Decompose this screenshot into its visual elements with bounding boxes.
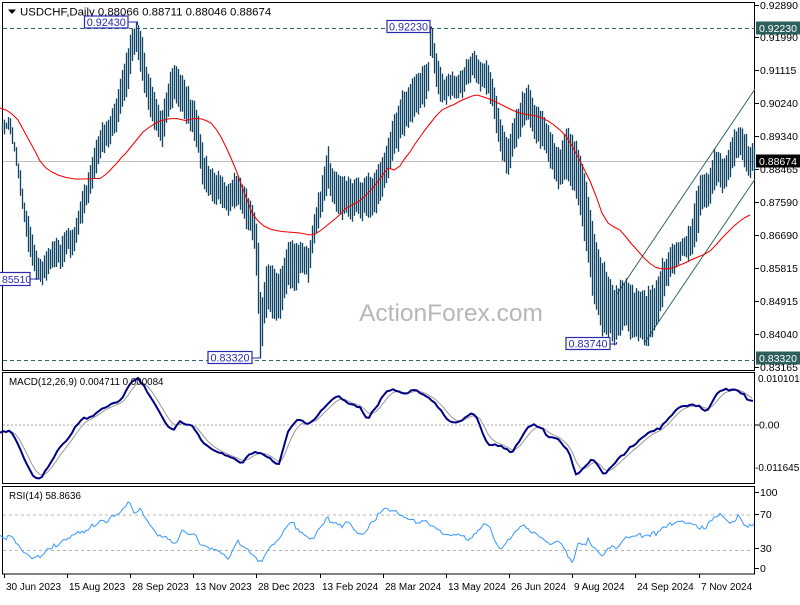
svg-text:ActionForex.com: ActionForex.com [359, 300, 543, 327]
svg-text:0.83320: 0.83320 [210, 353, 249, 365]
svg-text:RSI(14) 58.8636: RSI(14) 58.8636 [9, 491, 81, 502]
svg-text:13 Nov 2023: 13 Nov 2023 [195, 582, 252, 593]
svg-text:0.83165: 0.83165 [760, 362, 798, 374]
svg-text:9 Aug 2024: 9 Aug 2024 [574, 582, 625, 593]
svg-text:28 Dec 2023: 28 Dec 2023 [258, 582, 315, 593]
svg-text:15 Aug 2023: 15 Aug 2023 [69, 582, 126, 593]
svg-text:0.88674: 0.88674 [759, 156, 797, 168]
svg-text:13 May 2024: 13 May 2024 [448, 582, 506, 593]
svg-text:0.91115: 0.91115 [760, 65, 797, 77]
svg-text:0.83320: 0.83320 [759, 353, 797, 365]
svg-text:0.92430: 0.92430 [87, 17, 126, 29]
svg-text:30: 30 [760, 543, 772, 555]
svg-text:0.86690: 0.86690 [760, 230, 798, 242]
svg-text:USDCHF,Daily 0.88066 0.88711: USDCHF,Daily 0.88066 0.88711 0.88046 0.8… [20, 6, 271, 18]
svg-text:0.00: 0.00 [759, 420, 780, 432]
svg-text:70: 70 [760, 509, 772, 521]
svg-text:0.92890: 0.92890 [760, 0, 798, 12]
svg-text:0.010101: 0.010101 [758, 374, 800, 385]
svg-text:0.84915: 0.84915 [760, 296, 798, 308]
svg-text:28 Sep 2023: 28 Sep 2023 [132, 582, 189, 593]
svg-text:0.89340: 0.89340 [760, 131, 798, 143]
svg-text:85510: 85510 [2, 274, 31, 286]
svg-text:28 Mar 2024: 28 Mar 2024 [385, 582, 442, 593]
svg-text:0.92230: 0.92230 [759, 23, 797, 35]
svg-text:7 Nov 2024: 7 Nov 2024 [701, 582, 753, 593]
svg-text:26 Jun 2024: 26 Jun 2024 [511, 582, 566, 593]
svg-text:24 Sep 2024: 24 Sep 2024 [637, 582, 694, 593]
svg-text:0.87590: 0.87590 [760, 197, 798, 209]
svg-text:0: 0 [760, 563, 766, 575]
svg-text:0.90240: 0.90240 [760, 98, 798, 110]
svg-text:-0.011645: -0.011645 [755, 463, 800, 474]
svg-text:0.83740: 0.83740 [568, 339, 607, 351]
svg-text:0.85815: 0.85815 [760, 263, 798, 275]
svg-text:MACD(12,26,9) 0.004711 0.00008: MACD(12,26,9) 0.004711 0.000084 [9, 377, 164, 388]
svg-text:100: 100 [760, 487, 778, 499]
svg-text:0.91990: 0.91990 [760, 32, 798, 44]
svg-text:0.92230: 0.92230 [389, 22, 428, 34]
svg-text:30 Jun 2023: 30 Jun 2023 [6, 582, 61, 593]
svg-text:13 Feb 2024: 13 Feb 2024 [322, 582, 379, 593]
svg-text:0.84040: 0.84040 [760, 329, 798, 341]
